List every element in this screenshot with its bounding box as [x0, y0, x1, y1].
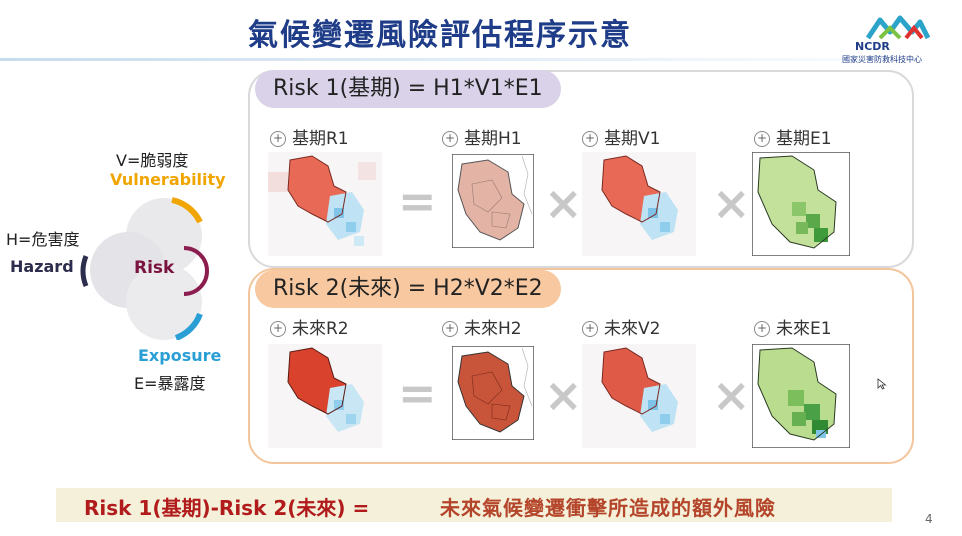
mouse-cursor-icon [877, 378, 887, 390]
hazard-en: Hazard [10, 257, 74, 276]
logo-subtitle: 國家災害防救科技中心 [842, 55, 922, 64]
vulnerability-zh: V=脆弱度 [116, 151, 189, 170]
ncdr-logo-icon [866, 15, 930, 40]
vulnerability-en: Vulnerability [110, 170, 226, 189]
map-r2 [268, 344, 382, 448]
map-v2 [582, 344, 696, 448]
label-r1[interactable]: + 基期R1 [270, 124, 349, 149]
map-v1 [582, 152, 696, 256]
exposure-en: Exposure [138, 346, 222, 365]
summary-meaning: 未來氣候變遷衝擊所造成的額外風險 [440, 496, 776, 520]
summary-bar [56, 488, 892, 522]
logo-name: NCDR [855, 40, 890, 53]
label-h2[interactable]: + 未來H2 [442, 314, 522, 339]
equals-sign-1: = [398, 174, 437, 228]
multiply-sign-3: × [544, 368, 583, 422]
expand-plus-icon: + [270, 131, 286, 147]
risk-venn-diagram [80, 197, 209, 340]
multiply-sign-2: × [712, 176, 751, 230]
hazard-zh: H=危害度 [6, 230, 80, 249]
map-e1 [752, 152, 850, 256]
map-h1 [452, 154, 534, 248]
baseline-formula: Risk 1(基期) = H1*V1*E1 [255, 70, 561, 108]
map-h2 [452, 346, 534, 440]
label-h1[interactable]: + 基期H1 [442, 124, 522, 149]
label-r2[interactable]: + 未來R2 [270, 314, 349, 339]
label-e1[interactable]: + 基期E1 [754, 124, 832, 149]
expand-plus-icon: + [582, 321, 598, 337]
future-formula: Risk 2(未來) = H2*V2*E2 [255, 270, 561, 308]
expand-plus-icon: + [442, 131, 458, 147]
map-e2 [752, 344, 850, 448]
map-r1 [268, 152, 382, 256]
equals-sign-2: = [398, 366, 437, 420]
summary-formula: Risk 1(基期)-Risk 2(未來) = [84, 496, 370, 520]
label-e2[interactable]: + 未來E1 [754, 314, 832, 339]
multiply-sign-4: × [712, 368, 751, 422]
title-rule [0, 58, 962, 61]
label-v2[interactable]: + 未來V2 [582, 314, 660, 339]
expand-plus-icon: + [582, 131, 598, 147]
expand-plus-icon: + [754, 131, 770, 147]
expand-plus-icon: + [270, 321, 286, 337]
page-number: 4 [925, 512, 933, 526]
page-title: 氣候變遷風險評估程序示意 [248, 18, 632, 53]
expand-plus-icon: + [754, 321, 770, 337]
label-v1[interactable]: + 基期V1 [582, 124, 660, 149]
risk-center-label: Risk [134, 258, 175, 278]
multiply-sign-1: × [544, 176, 583, 230]
exposure-zh: E=暴露度 [134, 374, 206, 393]
expand-plus-icon: + [442, 321, 458, 337]
